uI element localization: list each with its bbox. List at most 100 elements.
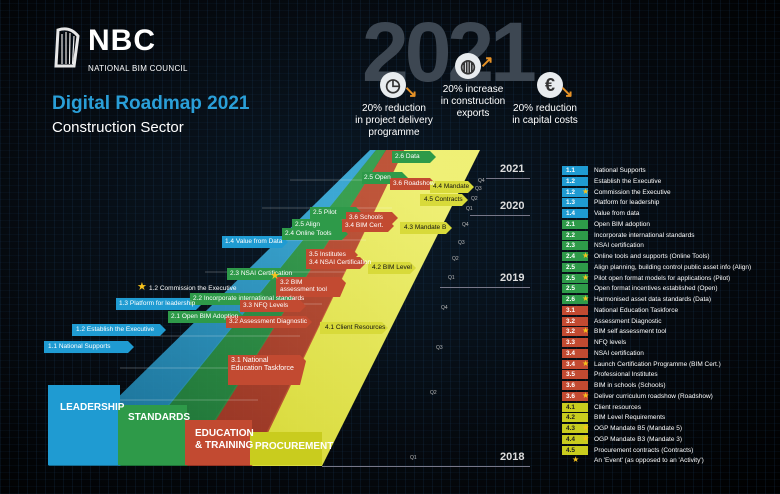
legend-code: 4.5 <box>562 445 588 455</box>
year-line <box>322 466 530 467</box>
legend-item: 2.3 NSAI certification <box>562 241 772 252</box>
goal-line: 20% increase <box>442 84 504 95</box>
legend-label: Deliver curriculum roadshow (Roadshow) <box>594 392 713 400</box>
legend-item: 3.4 ★ Launch Certification Programme (BIM … <box>562 359 772 371</box>
arrow-up-icon: ↗ <box>480 54 494 71</box>
legend-code: 4.2 <box>562 413 588 423</box>
clock-icon: ◷ <box>380 72 406 98</box>
roadmap-item-2-3: 2.3 NSAI Certification <box>230 270 292 277</box>
roadmap-item-4-4: 4.4 Mandate <box>433 183 469 190</box>
item-code: 4.2 <box>372 264 382 271</box>
procurement-block <box>250 432 322 465</box>
item-code: 4.1 <box>325 324 335 331</box>
lane-standards: STANDARDS <box>128 412 190 424</box>
roadmap-item-1-2: 1.2 Establish the Executive <box>76 326 154 333</box>
legend-label: Value from data <box>594 210 640 217</box>
legend-label: Client resources <box>594 403 641 411</box>
legend-code: 3.5 <box>562 370 588 380</box>
goal-delivery-text: 20% reduction in project delivery progra… <box>339 103 449 139</box>
goal-line: 20% reduction <box>362 103 426 114</box>
item-code: 3.6 <box>393 180 403 187</box>
item-text: BIM assessment tool <box>280 279 327 293</box>
legend-label: National Supports <box>594 167 646 174</box>
lane-name: & TRAINING <box>195 440 254 451</box>
legend-item: 1.3 Platform for leadership <box>562 198 772 209</box>
legend-code: 3.2 <box>562 327 588 337</box>
legend-code: 4.1 <box>562 402 588 412</box>
roadmap-item-3-2: 3.2 Assessment Diagnostic <box>229 318 307 325</box>
lane-leadership: LEADERSHIP <box>60 402 124 414</box>
quarter-label: Q4 <box>441 305 448 311</box>
legend-item: 1.4 Value from data <box>562 209 772 220</box>
legend-code: 2.5 <box>562 262 588 272</box>
legend-code: 2.3 <box>562 241 588 251</box>
legend-code: 2.1 <box>562 219 588 229</box>
roadmap-item-3-2-tool: 3.2 BIM assessment tool <box>280 279 338 293</box>
lane-education: EDUCATION & TRAINING <box>195 428 254 452</box>
arrow-down-icon: ↘ <box>404 84 418 101</box>
item-text: Client Resources <box>335 324 386 331</box>
legend-label: BIM Level Requirements <box>594 414 666 422</box>
legend-item: 1.1 National Supports <box>562 166 772 177</box>
legend-label: NFQ levels <box>594 339 627 346</box>
legend-item: 2.5 ★ Pilot open format models for applica… <box>562 273 772 285</box>
legend-label: Commission the Executive <box>594 188 671 196</box>
roadmap-item-2-4: 2.4 Online Tools <box>285 230 332 237</box>
legend-item: 2.4 ★ Online tools and supports (Online To… <box>562 251 772 263</box>
item-code: 1.4 <box>225 238 235 245</box>
legend-code: 2.4 <box>562 252 588 261</box>
euro-icon: € <box>537 72 563 98</box>
roadmap-item-2-5-pilot: 2.5 Pilot <box>313 209 337 216</box>
legend-item: 2.6 ★ Harmonised asset data standards (Dat… <box>562 294 772 306</box>
item-code: 3.2 <box>280 279 290 286</box>
item-code: 2.4 <box>285 230 295 237</box>
legend-label: OGP Mandate B5 (Mandate 5) <box>594 425 683 432</box>
item-text: Commission the Executive <box>159 285 237 292</box>
item-code: 4.3 <box>404 224 414 231</box>
legend-label: Pilot open format models for application… <box>594 274 731 282</box>
item-code: 3.4 <box>345 222 355 229</box>
roadmap-item-1-3: 1.3 Platform for leadership <box>119 300 195 307</box>
item-code: 2.5 <box>295 221 305 228</box>
item-text: Mandate <box>443 183 470 190</box>
legend-label: Online tools and supports (Online Tools) <box>594 253 710 260</box>
legend-item: 3.5 Professional Institutes <box>562 370 772 381</box>
item-text: BIM Cert. <box>355 222 384 229</box>
roadmap-item-3-3: 3.3 NFQ Levels <box>243 302 288 309</box>
legend-item: 3.1 National Education Taskforce <box>562 305 772 317</box>
quarter-label: Q2 <box>471 196 478 202</box>
item-text: Open <box>374 174 391 181</box>
harp-icon <box>54 27 80 68</box>
roadmap-item-4-3: 4.3 Mandate B <box>404 224 446 231</box>
legend-item: 2.5 Align planning, building control publ… <box>562 262 772 274</box>
item-code: 2.6 <box>395 153 405 160</box>
item-code: 4.4 <box>433 183 443 190</box>
legend-code: 1.2 <box>562 176 588 186</box>
legend-item: 3.4 NSAI certification <box>562 348 772 360</box>
goal-line: in project delivery <box>355 115 433 126</box>
quarter-label: Q1 <box>410 455 417 461</box>
legend-code: 3.6 <box>562 391 588 401</box>
event-star-icon: ★ <box>582 186 590 196</box>
legend-label: Harmonised asset data standards (Data) <box>594 296 712 303</box>
arrow-down-icon: ↘ <box>560 84 574 101</box>
item-text: Mandate B <box>414 224 447 231</box>
legend-label: An 'Event' (as opposed to an 'Activity') <box>594 457 704 465</box>
goal-line: exports <box>456 108 490 119</box>
page-subtitle: Construction Sector <box>52 119 184 136</box>
item-text: National Supports <box>58 343 111 350</box>
event-star-icon: ★ <box>582 423 590 432</box>
legend-code: 4.3 <box>562 424 588 433</box>
lane-name: STANDARDS <box>128 412 191 423</box>
item-text: Online Tools <box>295 230 332 237</box>
item-text: Data <box>405 153 420 160</box>
year-label-2021: 2021 <box>500 163 525 175</box>
event-star-icon: ★ <box>582 433 590 443</box>
quarter-label: Q1 <box>466 206 473 212</box>
globe-icon: ◍ <box>455 53 481 79</box>
legend-code: 1.4 <box>562 209 588 218</box>
page-title: Digital Roadmap 2021 <box>52 93 250 114</box>
item-text: Pilot <box>323 209 337 216</box>
year-line <box>486 178 530 179</box>
